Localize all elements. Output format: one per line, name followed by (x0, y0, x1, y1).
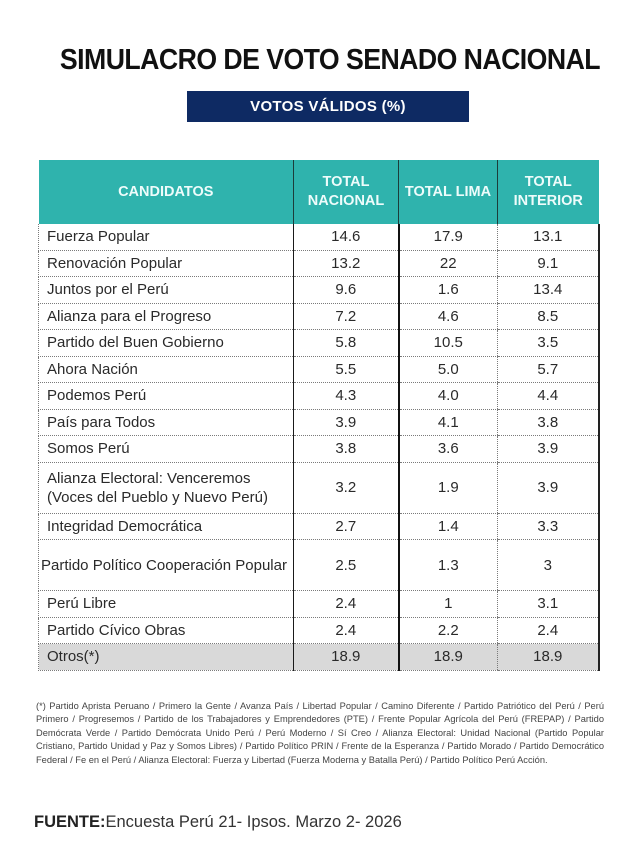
table-row: Integridad Democrática 2.7 1.4 3.3 (38, 513, 600, 540)
table-row: Ahora Nación 5.5 5.0 5.7 (38, 356, 600, 383)
table-row: Alianza Electoral: Venceremos (Voces del… (38, 462, 600, 514)
total-nacional-cell: 2.5 (293, 539, 399, 591)
table-row: Juntos por el Perú 9.6 1.6 13.4 (38, 276, 600, 304)
total-interior-cell: 18.9 (497, 643, 600, 671)
total-nacional-cell: 2.7 (293, 513, 399, 540)
table-row: País para Todos 3.9 4.1 3.8 (38, 409, 600, 436)
source-text: Encuesta Perú 21- Ipsos. Marzo 2- 2026 (105, 813, 402, 831)
total-lima-cell: 10.5 (397, 329, 498, 357)
page-title: SIMULACRO DE VOTO SENADO NACIONAL (59, 44, 601, 76)
table-row: Partido Político Cooperación Popular 2.5 1… (38, 539, 600, 591)
total-nacional-cell: 18.9 (293, 643, 399, 671)
total-interior-cell: 2.4 (497, 617, 600, 644)
total-interior-cell: 3.9 (497, 462, 600, 514)
total-interior-cell: 13.4 (497, 276, 600, 304)
total-nacional-cell: 3.9 (293, 409, 399, 436)
total-lima-cell: 1.4 (397, 513, 498, 540)
table-row: Perú Libre 2.4 1 3.1 (38, 590, 600, 618)
table-row: Alianza para el Progreso 7.2 4.6 8.5 (38, 303, 600, 330)
total-interior-cell: 3.9 (497, 435, 600, 463)
total-lima-cell: 1.9 (397, 462, 498, 514)
party-name-cell: Otros(*) (38, 643, 294, 671)
column-header-candidatos: CANDIDATOS (38, 160, 294, 224)
total-interior-cell: 5.7 (497, 356, 600, 383)
party-name-cell: Podemos Perú (38, 382, 294, 410)
party-name-cell: Partido del Buen Gobierno (38, 329, 294, 357)
total-interior-cell: 13.1 (497, 224, 600, 251)
source-line: FUENTE:Encuesta Perú 21- Ipsos. Marzo 2-… (34, 813, 402, 832)
total-nacional-cell: 13.2 (293, 250, 399, 277)
total-lima-cell: 4.6 (397, 303, 498, 330)
total-lima-cell: 3.6 (397, 435, 498, 463)
party-name-cell: Perú Libre (38, 590, 294, 618)
table-row: Fuerza Popular 14.6 17.9 13.1 (38, 224, 600, 251)
total-nacional-cell: 9.6 (293, 276, 399, 304)
party-name-cell: Alianza Electoral: Venceremos (Voces del… (38, 462, 294, 514)
subtitle-banner: VOTOS VÁLIDOS (%) (187, 91, 469, 122)
table-row: Podemos Perú 4.3 4.0 4.4 (38, 382, 600, 410)
total-nacional-cell: 14.6 (293, 224, 399, 251)
total-lima-cell: 5.0 (397, 356, 498, 383)
party-name-cell: Renovación Popular (38, 250, 294, 277)
total-nacional-cell: 4.3 (293, 382, 399, 410)
source-label: FUENTE: (34, 813, 106, 831)
total-lima-cell: 4.0 (397, 382, 498, 410)
total-interior-cell: 9.1 (497, 250, 600, 277)
total-lima-cell: 1.6 (397, 276, 498, 304)
total-lima-cell: 22 (397, 250, 498, 277)
total-interior-cell: 3.3 (497, 513, 600, 540)
table-row: Renovación Popular 13.2 22 9.1 (38, 250, 600, 277)
total-interior-cell: 3.1 (497, 590, 600, 618)
table-row: Partido Cívico Obras 2.4 2.2 2.4 (38, 617, 600, 644)
total-interior-cell: 3.5 (497, 329, 600, 357)
column-header-total-nacional: TOTAL NACIONAL (293, 160, 399, 224)
party-name-cell: Partido Político Cooperación Popular (38, 539, 294, 591)
total-nacional-cell: 3.8 (293, 435, 399, 463)
total-nacional-cell: 5.5 (293, 356, 399, 383)
footnote: (*) Partido Aprista Peruano / Primero la… (36, 701, 604, 765)
party-name-cell: Somos Perú (38, 435, 294, 463)
total-nacional-cell: 3.2 (293, 462, 399, 514)
table-row: Somos Perú 3.8 3.6 3.9 (38, 435, 600, 463)
total-interior-cell: 4.4 (497, 382, 600, 410)
total-interior-cell: 3 (497, 539, 600, 591)
column-header-total-lima: TOTAL LIMA (398, 160, 498, 224)
total-nacional-cell: 7.2 (293, 303, 399, 330)
party-name-cell: País para Todos (38, 409, 294, 436)
results-table: CANDIDATOS TOTAL NACIONAL TOTAL LIMA TOT… (38, 160, 600, 671)
table-row: Partido del Buen Gobierno 5.8 10.5 3.5 (38, 329, 600, 357)
total-nacional-cell: 5.8 (293, 329, 399, 357)
total-nacional-cell: 2.4 (293, 617, 399, 644)
total-interior-cell: 3.8 (497, 409, 600, 436)
total-lima-cell: 2.2 (397, 617, 498, 644)
column-header-total-interior: TOTAL INTERIOR (497, 160, 599, 224)
party-name-cell: Alianza para el Progreso (38, 303, 294, 330)
party-name-cell: Partido Cívico Obras (38, 617, 294, 644)
total-lima-cell: 4.1 (397, 409, 498, 436)
total-nacional-cell: 2.4 (293, 590, 399, 618)
table-row-others: Otros(*) 18.9 18.9 18.9 (38, 643, 600, 671)
table-header-row: CANDIDATOS TOTAL NACIONAL TOTAL LIMA TOT… (38, 160, 599, 224)
total-lima-cell: 1.3 (397, 539, 498, 591)
party-name-cell: Fuerza Popular (38, 224, 294, 251)
party-name-cell: Integridad Democrática (38, 513, 294, 540)
party-name-cell: Ahora Nación (38, 356, 294, 383)
total-lima-cell: 17.9 (397, 224, 498, 251)
party-name-cell: Juntos por el Perú (38, 276, 294, 304)
total-lima-cell: 18.9 (397, 643, 498, 671)
total-lima-cell: 1 (397, 590, 498, 618)
total-interior-cell: 8.5 (497, 303, 600, 330)
